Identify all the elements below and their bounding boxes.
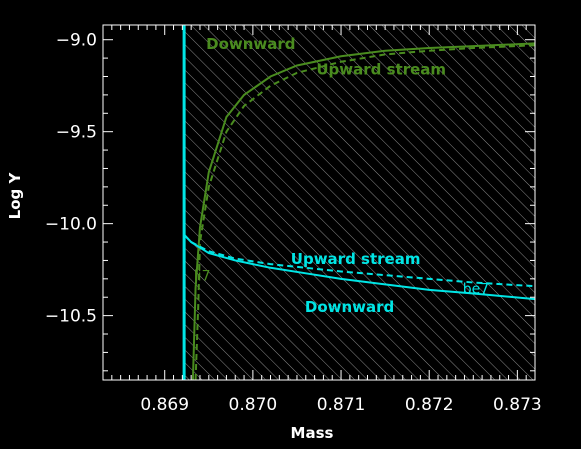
series-li7-dashed-line [194, 44, 535, 380]
annotation-label: be7 [463, 282, 489, 298]
y-axis-title: Log Y [6, 172, 24, 220]
y-tick-label: −10.0 [45, 215, 97, 235]
y-tick-label: −9.0 [56, 31, 97, 51]
series-be7-solid-line [183, 233, 535, 301]
y-tick-label: −9.5 [56, 123, 97, 143]
y-tick-label: −10.5 [45, 307, 97, 327]
axes-group: 0.869 0.870 0.871 0.872 0.873 −9.0 −9.5 −10.0 −1… [45, 24, 542, 415]
annotation-label: Upward stream [291, 250, 421, 268]
x-tick-label: 0.870 [229, 395, 278, 415]
x-tick-label: 0.871 [317, 395, 366, 415]
annotation-label: Downward [206, 35, 295, 53]
series-li7-solid-line [191, 42, 535, 380]
series-be7-dashed-line [183, 233, 535, 288]
annotations-group: Downward Upward stream li7 Upward stream be7… [194, 35, 489, 316]
x-tick-label: 0.872 [405, 395, 454, 415]
annotation-label: Upward stream [316, 61, 446, 79]
annotation-label: li7 [194, 269, 211, 285]
series-group [183, 42, 535, 380]
x-axis-title: Mass [291, 424, 334, 442]
annotation-label: Downward [305, 298, 394, 316]
hatch-fill [184, 25, 535, 380]
hatched-region [184, 25, 535, 380]
x-tick-label: 0.873 [493, 395, 542, 415]
x-tick-label: 0.869 [140, 395, 189, 415]
plot-frame [102, 24, 536, 381]
